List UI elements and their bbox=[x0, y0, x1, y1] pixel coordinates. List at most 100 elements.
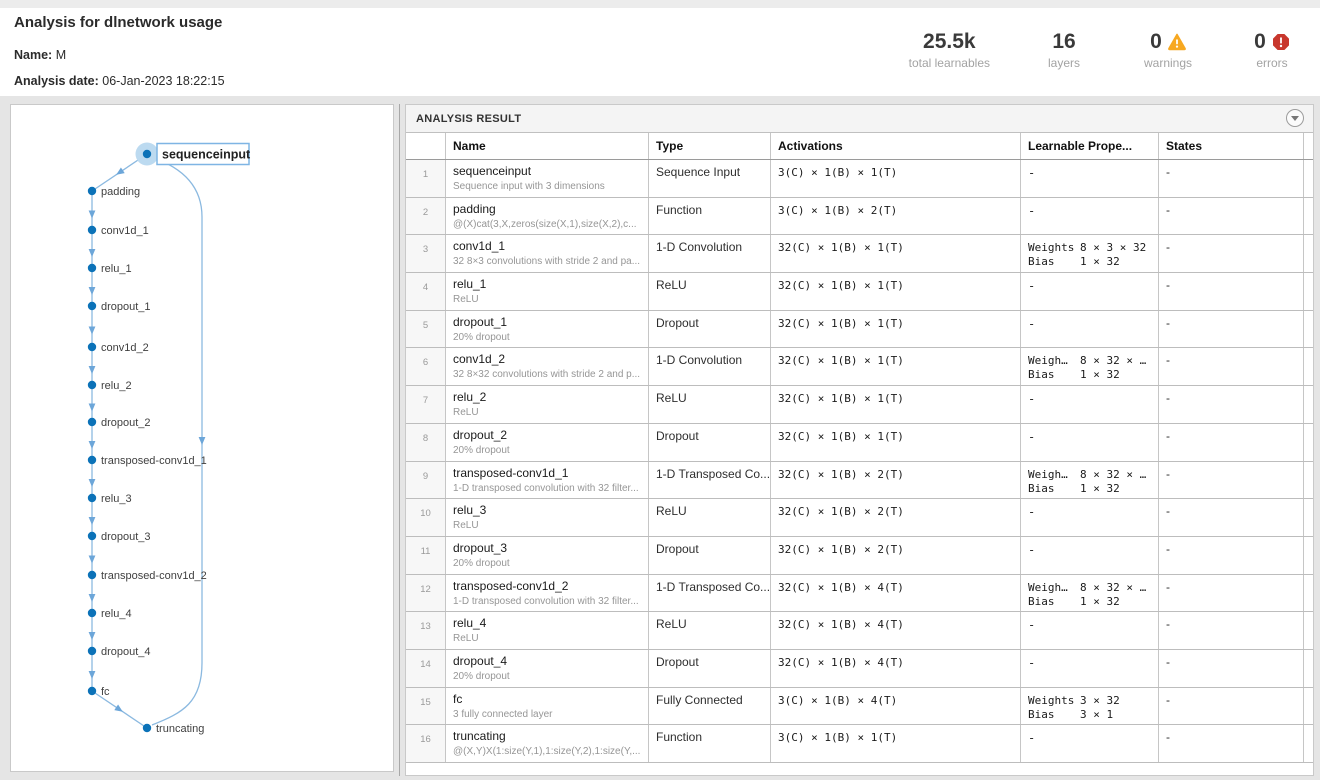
layer-name: relu_1 bbox=[453, 277, 487, 292]
layer-type-cell: 1-D Convolution bbox=[649, 348, 771, 386]
diagram-node-dropout_3[interactable] bbox=[87, 531, 97, 541]
row-number: 9 bbox=[406, 461, 446, 499]
column-header-name[interactable]: Name bbox=[446, 133, 649, 159]
table-row[interactable]: 7 relu_2 ReLU ReLU 32(C) × 1(B) × 1(T) - - bbox=[406, 386, 1313, 424]
warning-triangle-icon bbox=[1167, 33, 1186, 51]
diagram-node-label[interactable]: sequenceinput bbox=[162, 148, 251, 162]
diagram-node-label[interactable]: conv1d_2 bbox=[101, 342, 149, 354]
learnables-cell: - bbox=[1021, 612, 1159, 649]
layer-name-cell: relu_1 ReLU bbox=[446, 273, 649, 310]
layer-type-cell: ReLU bbox=[649, 386, 771, 423]
table-row[interactable]: 3 conv1d_1 32 8×3 convolutions with stride… bbox=[406, 235, 1313, 274]
collapse-panel-button[interactable] bbox=[1286, 109, 1304, 127]
panel-splitter[interactable] bbox=[399, 104, 400, 776]
diagram-node-label[interactable]: relu_2 bbox=[101, 380, 132, 392]
table-row[interactable]: 8 dropout_2 20% dropout Dropout 32(C) × 1(B)… bbox=[406, 423, 1313, 462]
row-number: 6 bbox=[406, 348, 446, 386]
layer-description: 20% dropout bbox=[453, 557, 510, 569]
layer-name: dropout_4 bbox=[453, 653, 508, 668]
activations-cell: 32(C) × 1(B) × 1(T) bbox=[771, 348, 1021, 386]
table-row[interactable]: 5 dropout_1 20% dropout Dropout 32(C) × 1(B)… bbox=[406, 310, 1313, 349]
table-row[interactable]: 10 relu_3 ReLU ReLU 32(C) × 1(B) × 2(T) - - bbox=[406, 499, 1313, 537]
table-row[interactable]: 11 dropout_3 20% dropout Dropout 32(C) × 1(B… bbox=[406, 536, 1313, 575]
diagram-node-transposed-conv1d_2[interactable] bbox=[87, 570, 97, 580]
layer-description: 3 fully connected layer bbox=[453, 708, 553, 720]
layer-description: Sequence input with 3 dimensions bbox=[453, 181, 605, 192]
layer-type-cell: Dropout bbox=[649, 423, 771, 461]
diagram-node-relu_2[interactable] bbox=[87, 380, 97, 390]
diagram-node-dropout_1[interactable] bbox=[87, 301, 97, 311]
stat-errors: 0 errors bbox=[1242, 30, 1302, 70]
learnables-cell: - bbox=[1021, 160, 1159, 197]
diagram-node-relu_3[interactable] bbox=[87, 493, 97, 503]
diagram-node-padding[interactable] bbox=[87, 186, 97, 196]
layer-type-cell: Dropout bbox=[649, 536, 771, 574]
table-row[interactable]: 14 dropout_4 20% dropout Dropout 32(C) × 1(B… bbox=[406, 649, 1313, 688]
learnables-cell: Weigh… 8 × 32 × … Bias 1 × 32 bbox=[1021, 461, 1159, 499]
activations-cell: 32(C) × 1(B) × 4(T) bbox=[771, 649, 1021, 687]
column-header-activations[interactable]: Activations bbox=[771, 133, 1021, 159]
diagram-node-conv1d_2[interactable] bbox=[87, 342, 97, 352]
diagram-node-label[interactable]: relu_1 bbox=[101, 263, 132, 275]
diagram-node-relu_4[interactable] bbox=[87, 608, 97, 618]
diagram-node-label[interactable]: fc bbox=[101, 686, 110, 698]
row-number: 10 bbox=[406, 499, 446, 536]
diagram-node-fc[interactable] bbox=[87, 686, 97, 696]
activations-cell: 32(C) × 1(B) × 1(T) bbox=[771, 386, 1021, 423]
table-row[interactable]: 16 truncating @(X,Y)X(1:size(Y,1),1:size(Y… bbox=[406, 725, 1313, 763]
row-number: 12 bbox=[406, 574, 446, 612]
diagram-node-relu_1[interactable] bbox=[87, 263, 97, 273]
network-diagram[interactable]: sequenceinput padding conv1d_1 relu_1dropou… bbox=[11, 105, 393, 771]
diagram-node-dropout_2[interactable] bbox=[87, 417, 97, 427]
diagram-node-truncating[interactable] bbox=[142, 723, 152, 733]
diagram-node-label[interactable]: relu_3 bbox=[101, 493, 132, 505]
table-row[interactable]: 9 transposed-conv1d_1 1-D transposed convo… bbox=[406, 461, 1313, 500]
table-row[interactable]: 13 relu_4 ReLU ReLU 32(C) × 1(B) × 4(T) - - bbox=[406, 612, 1313, 650]
row-number: 4 bbox=[406, 273, 446, 310]
edge-arrow-icon bbox=[88, 403, 96, 412]
selected-node-label-box[interactable] bbox=[156, 142, 250, 166]
diagram-node-label[interactable]: relu_4 bbox=[101, 608, 132, 620]
activations-cell: 3(C) × 1(B) × 1(T) bbox=[771, 725, 1021, 762]
diagram-node-label[interactable]: transposed-conv1d_2 bbox=[101, 570, 207, 582]
table-row[interactable]: 12 transposed-conv1d_2 1-D transposed conv… bbox=[406, 574, 1313, 613]
layer-description: @(X,Y)X(1:size(Y,1),1:size(Y,2),1:size(Y… bbox=[453, 746, 641, 758]
diagram-node-label[interactable]: conv1d_1 bbox=[101, 225, 149, 237]
errors-value: 0 bbox=[1254, 30, 1266, 53]
edge-arrow-icon bbox=[88, 210, 96, 219]
layer-name-cell: conv1d_1 32 8×3 convolutions with stride … bbox=[446, 235, 649, 273]
diagram-node-label[interactable]: padding bbox=[101, 186, 140, 198]
diagram-node-label[interactable]: dropout_2 bbox=[101, 417, 151, 429]
column-header-row-number[interactable] bbox=[406, 133, 446, 159]
diagram-node-label[interactable]: dropout_3 bbox=[101, 531, 151, 543]
learnables-cell: Weights 3 × 32 Bias 3 × 1 bbox=[1021, 687, 1159, 725]
column-header-learnable-prope[interactable]: Learnable Prope... bbox=[1021, 133, 1159, 159]
layer-type-cell: Dropout bbox=[649, 649, 771, 687]
network-name-value: M bbox=[55, 48, 67, 62]
diagram-node-sequenceinput[interactable] bbox=[142, 149, 152, 159]
diagram-node-label[interactable]: dropout_4 bbox=[101, 646, 151, 658]
total-learnables-label: total learnables bbox=[908, 56, 990, 70]
table-row[interactable]: 2 padding @(X)cat(3,X,zeros(size(X,1),size… bbox=[406, 197, 1313, 236]
table-row[interactable]: 6 conv1d_2 32 8×32 convolutions with strid… bbox=[406, 348, 1313, 387]
diagram-node-label[interactable]: dropout_1 bbox=[101, 301, 151, 313]
activations-cell: 32(C) × 1(B) × 1(T) bbox=[771, 235, 1021, 273]
column-header-states[interactable]: States bbox=[1159, 133, 1304, 159]
diagram-node-label[interactable]: truncating bbox=[156, 723, 204, 735]
table-row[interactable]: 4 relu_1 ReLU ReLU 32(C) × 1(B) × 1(T) - - bbox=[406, 273, 1313, 311]
column-header-type[interactable]: Type bbox=[649, 133, 771, 159]
diagram-node-dropout_4[interactable] bbox=[87, 646, 97, 656]
learnables-cell: - bbox=[1021, 310, 1159, 348]
analysis-result-panel: ANALYSIS RESULT Name Type Activations Learn… bbox=[405, 104, 1314, 776]
stat-layers: 16 layers bbox=[1034, 30, 1094, 70]
learnables-cell: - bbox=[1021, 386, 1159, 423]
diagram-node-label[interactable]: transposed-conv1d_1 bbox=[101, 455, 207, 467]
states-cell: - bbox=[1159, 348, 1304, 386]
layers-value: 16 bbox=[1052, 30, 1076, 53]
diagram-node-transposed-conv1d_1[interactable] bbox=[87, 455, 97, 465]
diagram-node-conv1d_1[interactable] bbox=[87, 225, 97, 235]
table-row[interactable]: 15 fc 3 fully connected layer Fully Connect… bbox=[406, 687, 1313, 726]
table-row[interactable]: 1 sequenceinput Sequence input with 3 dime… bbox=[406, 160, 1313, 198]
edge-arrow-icon bbox=[116, 167, 125, 175]
